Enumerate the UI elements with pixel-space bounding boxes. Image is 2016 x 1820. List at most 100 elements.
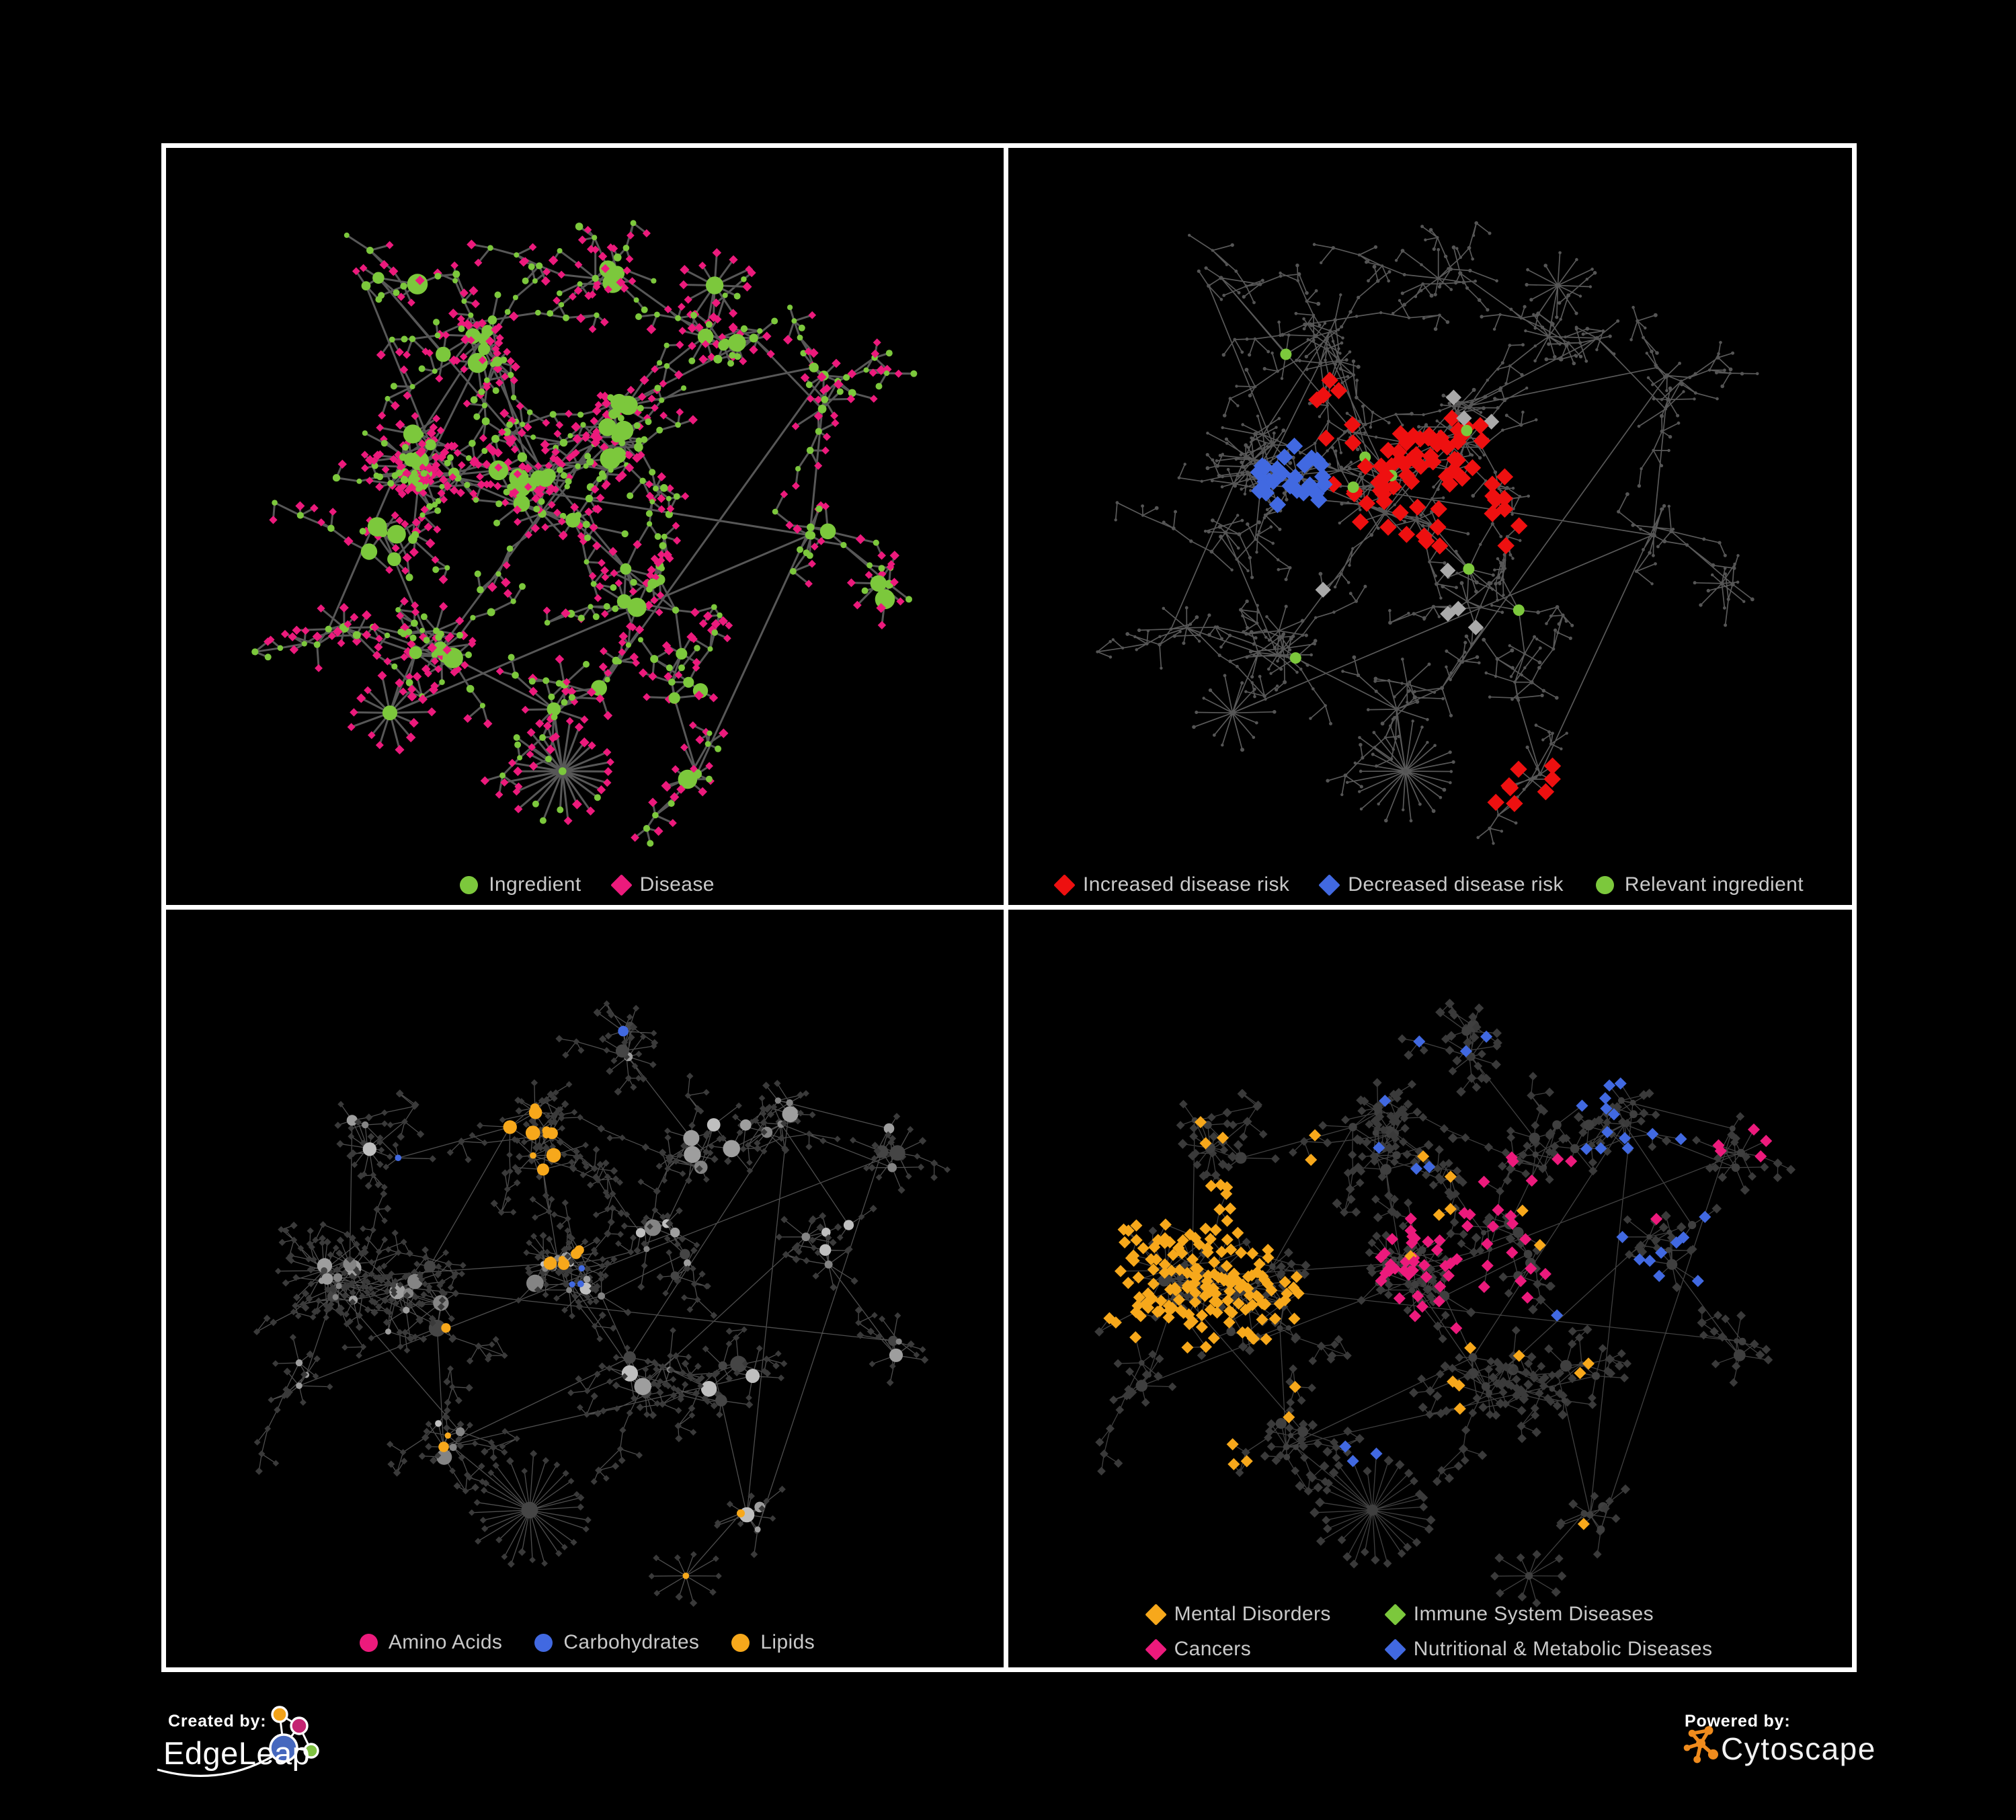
graph-node bbox=[1451, 245, 1456, 249]
graph-node bbox=[624, 1074, 633, 1082]
graph-node bbox=[612, 656, 620, 665]
graph-node bbox=[1129, 1331, 1142, 1344]
graph-node bbox=[1355, 1178, 1365, 1187]
graph-node bbox=[1411, 1280, 1419, 1288]
graph-node bbox=[1312, 313, 1316, 317]
graph-node bbox=[1692, 1136, 1701, 1145]
graph-node bbox=[1617, 1097, 1625, 1104]
graph-node bbox=[1266, 1442, 1276, 1452]
graph-node bbox=[1367, 260, 1370, 263]
graph-node bbox=[1490, 522, 1494, 526]
graph-node bbox=[1740, 1185, 1750, 1195]
graph-node bbox=[1617, 1349, 1626, 1358]
graph-node bbox=[532, 479, 539, 485]
graph-node bbox=[651, 403, 659, 412]
graph-node bbox=[1555, 696, 1559, 700]
graph-node bbox=[634, 1378, 651, 1395]
graph-node bbox=[383, 1204, 392, 1213]
graph-node bbox=[1558, 342, 1562, 346]
graph-node bbox=[1510, 512, 1514, 516]
graph-node bbox=[332, 474, 341, 482]
graph-node bbox=[1114, 518, 1117, 522]
graph-node bbox=[624, 450, 634, 460]
graph-node bbox=[453, 1482, 461, 1490]
graph-node bbox=[409, 335, 416, 342]
graph-node bbox=[1502, 558, 1506, 563]
graph-node bbox=[774, 1097, 782, 1104]
graph-node bbox=[1436, 236, 1439, 239]
graph-node bbox=[643, 693, 651, 701]
graph-node bbox=[411, 619, 418, 627]
graph-node bbox=[1468, 1012, 1478, 1022]
graph-node bbox=[1546, 1397, 1556, 1407]
graph-node bbox=[361, 464, 369, 473]
graph-node bbox=[1305, 1153, 1318, 1166]
graph-node bbox=[778, 1134, 785, 1142]
graph-node bbox=[1351, 547, 1355, 551]
legend-label: Lipids bbox=[760, 1631, 815, 1653]
graph-node bbox=[1464, 634, 1469, 639]
graph-node bbox=[1494, 674, 1498, 678]
graph-node bbox=[425, 439, 436, 450]
graph-node bbox=[493, 519, 500, 526]
graph-node bbox=[1208, 1256, 1221, 1269]
graph-node bbox=[1285, 655, 1289, 658]
graph-node bbox=[1642, 335, 1645, 340]
graph-node bbox=[659, 1214, 667, 1221]
graph-node bbox=[596, 582, 604, 591]
graph-node bbox=[545, 1113, 552, 1119]
graph-node bbox=[513, 766, 523, 777]
graph-node bbox=[1513, 1349, 1525, 1362]
graph-node bbox=[1471, 387, 1476, 392]
graph-node bbox=[1327, 1351, 1337, 1360]
graph-node bbox=[674, 671, 683, 679]
graph-node bbox=[1394, 737, 1398, 740]
graph-node bbox=[1387, 279, 1390, 283]
graph-node bbox=[1420, 263, 1423, 266]
graph-node bbox=[713, 1555, 719, 1562]
graph-node bbox=[1511, 1390, 1522, 1400]
graph-node bbox=[1651, 383, 1654, 387]
graph-node bbox=[1419, 513, 1423, 517]
graph-node bbox=[1545, 1087, 1555, 1097]
graph-node bbox=[918, 1137, 927, 1145]
graph-node bbox=[289, 1334, 296, 1341]
graph-node bbox=[434, 507, 442, 514]
graph-node bbox=[559, 530, 568, 539]
graph-node bbox=[1358, 1152, 1367, 1161]
graph-node bbox=[670, 1271, 680, 1280]
graph-node bbox=[1192, 725, 1196, 729]
graph-node bbox=[411, 411, 419, 420]
graph-node bbox=[501, 578, 511, 588]
legend-item: Cancers bbox=[1144, 1638, 1252, 1661]
graph-node bbox=[442, 1249, 450, 1257]
graph-node bbox=[1590, 1491, 1599, 1501]
graph-node bbox=[1533, 344, 1537, 348]
graph-node bbox=[711, 1370, 719, 1379]
graph-node bbox=[1529, 1132, 1540, 1144]
graph-node bbox=[1360, 476, 1364, 480]
graph-node bbox=[1240, 748, 1244, 752]
graph-node bbox=[647, 1374, 653, 1381]
graph-node bbox=[433, 641, 448, 656]
graph-node bbox=[1433, 292, 1437, 296]
graph-node bbox=[1426, 717, 1429, 721]
graph-node bbox=[836, 388, 844, 395]
graph-node bbox=[1205, 452, 1209, 457]
graph-node bbox=[1616, 1230, 1629, 1243]
graph-node bbox=[1322, 1138, 1332, 1148]
graph-node bbox=[1373, 245, 1378, 249]
graph-node bbox=[311, 1256, 317, 1263]
legend-label: Disease bbox=[639, 873, 715, 896]
graph-node bbox=[641, 1262, 648, 1269]
graph-node bbox=[1217, 654, 1221, 658]
graph-node bbox=[501, 498, 510, 507]
graph-node bbox=[1736, 1148, 1745, 1157]
graph-node bbox=[1310, 491, 1328, 509]
graph-node bbox=[1676, 413, 1680, 418]
graph-node bbox=[616, 278, 626, 287]
graph-node bbox=[806, 395, 815, 403]
graph-node bbox=[253, 1328, 261, 1336]
graph-node bbox=[1688, 375, 1692, 379]
graph-node bbox=[1521, 410, 1525, 414]
